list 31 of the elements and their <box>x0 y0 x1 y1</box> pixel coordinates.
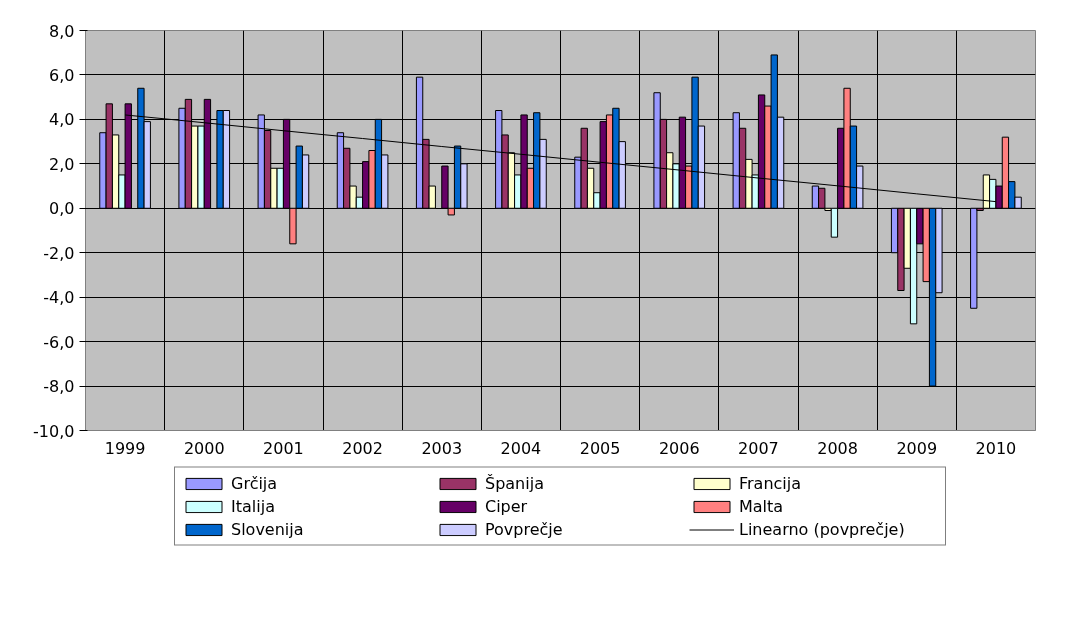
x-tick-label: 2008 <box>817 438 858 458</box>
legend-label: Grčija <box>231 473 279 493</box>
x-tick-label: 2010 <box>975 438 1017 458</box>
x-tick-label: 2000 <box>183 438 225 458</box>
x-tick-label: 2007 <box>738 438 779 458</box>
y-tick-label: 8,0 <box>49 21 75 41</box>
legend-label: Povprečje <box>485 519 564 539</box>
legend-label: Španija <box>485 473 545 493</box>
y-tick-label: 2,0 <box>49 154 75 174</box>
y-tick-label: -10,0 <box>33 421 75 441</box>
legend-label: Italija <box>231 496 276 516</box>
legend-label: Malta <box>739 496 785 516</box>
legend-label: Ciper <box>485 496 529 516</box>
x-tick-label: 2005 <box>579 438 621 458</box>
legend-label: Slovenija <box>231 519 305 539</box>
x-tick-label: 2009 <box>896 438 938 458</box>
legend-label: Francija <box>739 473 803 493</box>
y-tick-label: 6,0 <box>49 65 75 85</box>
x-tick-label: 2003 <box>421 438 463 458</box>
y-tick-label: 0,0 <box>49 199 75 219</box>
y-tick-label: -6,0 <box>43 332 75 352</box>
x-tick-label: 1999 <box>104 438 146 458</box>
x-tick-label: 2002 <box>342 438 383 458</box>
x-tick-label: 2004 <box>500 438 542 458</box>
y-tick-label: -8,0 <box>43 377 75 397</box>
x-tick-label: 2006 <box>658 438 700 458</box>
y-tick-label: -2,0 <box>43 243 75 263</box>
legend-label: Linearno (povprečje) <box>739 519 906 539</box>
x-tick-label: 2001 <box>263 438 304 458</box>
y-tick-label: -4,0 <box>43 288 75 308</box>
y-tick-label: 4,0 <box>49 110 75 130</box>
